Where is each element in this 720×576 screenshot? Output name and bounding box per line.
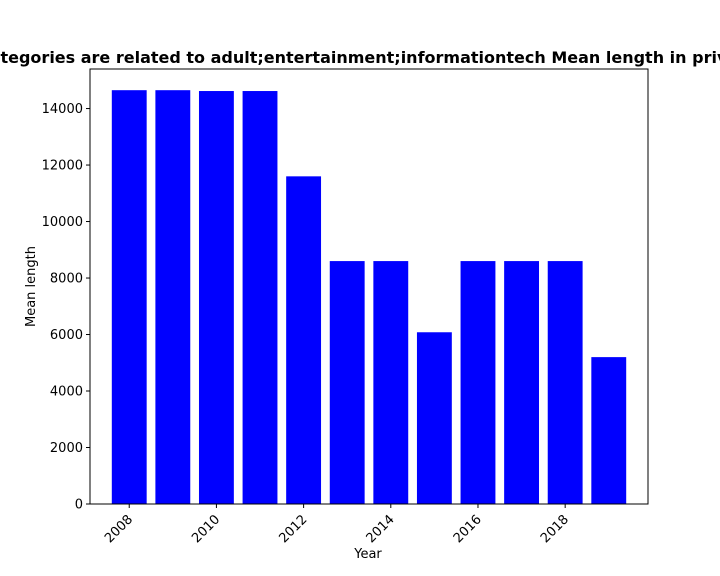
bar-2013 bbox=[329, 261, 365, 504]
chart-title: Categories are related to adult;entertai… bbox=[0, 48, 720, 67]
bars-layer bbox=[111, 90, 627, 504]
y-tick-label: 14000 bbox=[42, 102, 83, 117]
x-axis-label: Year bbox=[353, 547, 382, 562]
y-tick-label: 6000 bbox=[50, 328, 83, 343]
y-tick-label: 4000 bbox=[50, 385, 83, 400]
bar-2015 bbox=[416, 332, 452, 504]
y-tick-label: 2000 bbox=[50, 441, 83, 456]
y-tick-label: 10000 bbox=[42, 215, 83, 230]
y-tick-label: 0 bbox=[75, 498, 83, 513]
y-axis-ticks: 0 2000 4000 6000 8000 10000 12000 14000 bbox=[42, 102, 90, 513]
bar-2009 bbox=[155, 90, 191, 504]
bar-2010 bbox=[198, 91, 234, 504]
y-tick-label: 8000 bbox=[50, 272, 83, 287]
bar-2019 bbox=[591, 357, 627, 504]
bar-2017 bbox=[504, 261, 540, 504]
plot-frame bbox=[89, 68, 649, 505]
bar-2016 bbox=[460, 261, 496, 504]
y-axis-label: Mean length bbox=[24, 246, 39, 327]
bar-2011 bbox=[242, 91, 278, 504]
y-tick-label: 12000 bbox=[42, 159, 83, 174]
bar-2012 bbox=[286, 176, 322, 504]
bar-2014 bbox=[373, 261, 409, 504]
bar-2008 bbox=[111, 90, 147, 504]
bar-2018 bbox=[547, 261, 583, 504]
